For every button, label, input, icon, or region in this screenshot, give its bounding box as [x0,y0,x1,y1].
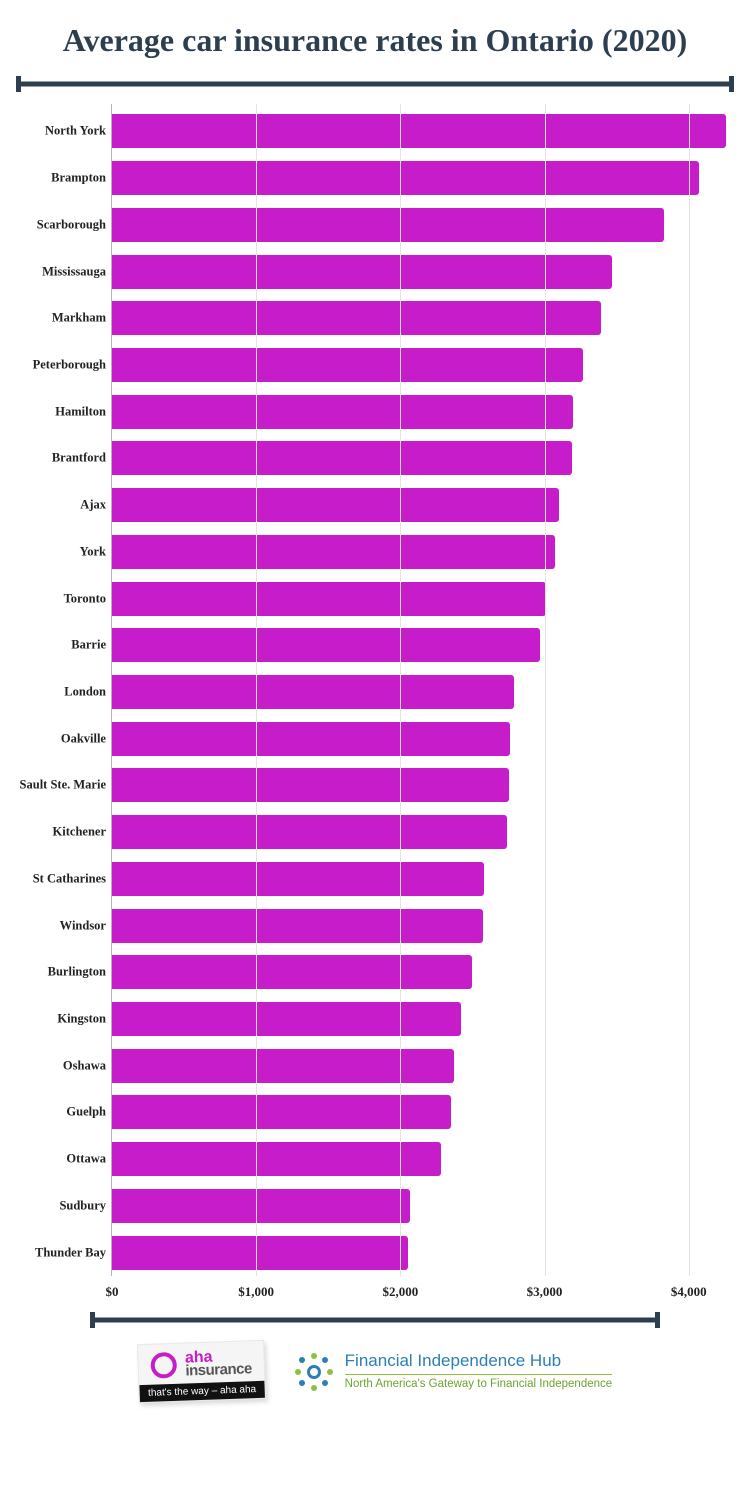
table-row: Kitchener [112,814,732,850]
bar-chart: North York Brampton Scarborough Mississauga… [18,104,732,1304]
category-label: Peterborough [18,357,106,372]
table-row: Scarborough [112,207,732,243]
aha-tagline: that's the way – aha aha [139,1381,264,1402]
ring-icon [150,1352,177,1379]
category-label: North York [18,124,106,139]
table-row: Brampton [112,160,732,196]
table-row: Barrie [112,627,732,663]
bar [112,909,483,943]
aha-line2: insurance [185,1363,252,1378]
bar [112,535,555,569]
bar [112,768,509,802]
category-label: Toronto [18,591,106,606]
table-row: Sudbury [112,1188,732,1224]
table-row: Oshawa [112,1048,732,1084]
bar [112,395,573,429]
bar [112,815,507,849]
starburst-icon [293,1351,335,1393]
bar [112,348,583,382]
category-label: Brampton [18,171,106,186]
bar [112,675,514,709]
category-label: Windsor [18,918,106,933]
fih-title: Financial Independence Hub [345,1351,612,1371]
category-label: Thunder Bay [18,1245,106,1260]
table-row: London [112,674,732,710]
x-tick-label: $0 [106,1284,119,1300]
table-row: Ajax [112,487,732,523]
category-label: Scarborough [18,217,106,232]
bar [112,301,601,335]
top-rule [16,76,734,92]
table-row: Sault Ste. Marie [112,767,732,803]
bars-container: North York Brampton Scarborough Mississauga… [112,108,732,1276]
table-row: Hamilton [112,394,732,430]
table-row: Mississauga [112,254,732,290]
category-label: Markham [18,311,106,326]
category-label: York [18,544,106,559]
table-row: Kingston [112,1001,732,1037]
category-label: Mississauga [18,264,106,279]
chart-title: Average car insurance rates in Ontario (… [0,0,750,70]
gridline [256,104,257,1276]
table-row: Guelph [112,1094,732,1130]
bar [112,208,664,242]
gridline [400,104,401,1276]
bar [112,1236,408,1270]
table-row: Brantford [112,440,732,476]
x-tick-label: $2,000 [382,1284,418,1300]
x-tick-label: $1,000 [238,1284,274,1300]
category-label: St Catharines [18,871,106,886]
category-label: Oakville [18,731,106,746]
bar [112,255,612,289]
bar [112,1002,461,1036]
bar [112,1189,410,1223]
fih-subtitle: North America's Gateway to Financial Ind… [345,1378,612,1392]
bar [112,441,572,475]
bar [112,114,726,148]
table-row: Toronto [112,581,732,617]
bar [112,628,540,662]
logo-aha-insurance: aha insurance that's the way – aha aha [137,1340,266,1404]
category-label: London [18,684,106,699]
logo-financial-independence-hub: Financial Independence Hub North America… [293,1351,612,1393]
table-row: Burlington [112,954,732,990]
category-label: Kitchener [18,825,106,840]
bar [112,722,510,756]
category-label: Hamilton [18,404,106,419]
bar [112,488,559,522]
bar [112,582,546,616]
table-row: Peterborough [112,347,732,383]
table-row: Thunder Bay [112,1235,732,1271]
bar [112,955,472,989]
x-tick-label: $3,000 [527,1284,563,1300]
category-label: Ottawa [18,1152,106,1167]
bar [112,1142,441,1176]
bar [112,1049,454,1083]
bar [112,862,484,896]
category-label: Oshawa [18,1058,106,1073]
x-axis-ticks: $0$1,000$2,000$3,000$4,000 [112,1280,732,1304]
table-row: York [112,534,732,570]
gridline [689,104,690,1276]
bar [112,161,699,195]
footer-logos: aha insurance that's the way – aha aha F… [0,1342,750,1401]
category-label: Guelph [18,1105,106,1120]
category-label: Sault Ste. Marie [18,778,106,793]
table-row: Ottawa [112,1141,732,1177]
table-row: Oakville [112,721,732,757]
bottom-rule [90,1312,660,1328]
table-row: St Catharines [112,861,732,897]
gridline [545,104,546,1276]
category-label: Sudbury [18,1198,106,1213]
category-label: Kingston [18,1012,106,1027]
table-row: North York [112,113,732,149]
category-label: Burlington [18,965,106,980]
category-label: Ajax [18,498,106,513]
x-tick-label: $4,000 [671,1284,707,1300]
table-row: Markham [112,300,732,336]
table-row: Windsor [112,908,732,944]
category-label: Barrie [18,638,106,653]
category-label: Brantford [18,451,106,466]
